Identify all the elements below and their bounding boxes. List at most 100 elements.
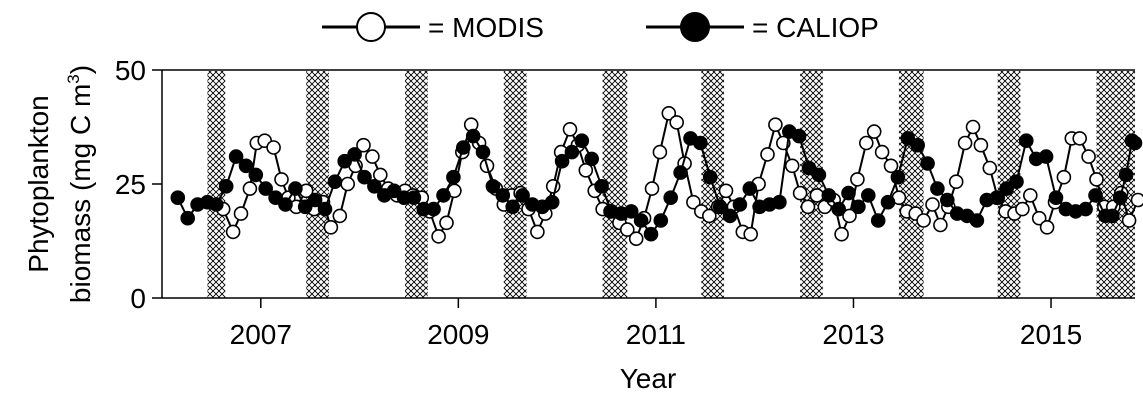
modis-point <box>926 198 939 211</box>
caliop-point <box>427 203 440 216</box>
x-ticks: 2007 2009 2011 2013 2015 <box>230 298 1083 350</box>
caliop-point <box>1089 189 1102 202</box>
modis-point <box>876 146 889 159</box>
caliop-point <box>319 203 332 216</box>
x-tick-label: 2009 <box>427 319 489 350</box>
x-tick-label: 2007 <box>230 319 292 350</box>
caliop-point <box>674 166 687 179</box>
caliop-point <box>220 180 233 193</box>
caliop-point <box>793 130 806 143</box>
modis-point <box>333 209 346 222</box>
caliop-point <box>546 196 559 209</box>
modis-point <box>267 141 280 154</box>
y-tick-label: 0 <box>130 283 146 314</box>
caliop-point <box>171 191 184 204</box>
modis-point <box>1016 203 1029 216</box>
x-tick-label: 2011 <box>626 319 686 350</box>
caliop-point <box>941 194 954 207</box>
caliop-point <box>348 148 361 161</box>
caliop-point <box>1106 209 1119 222</box>
modis-point <box>653 146 666 159</box>
modis-point <box>868 125 881 138</box>
caliop-point <box>467 130 480 143</box>
y-tick-label: 25 <box>115 169 146 200</box>
legend-caliop-label: = CALIOP <box>752 12 879 43</box>
modis-point <box>366 150 379 163</box>
modis-point <box>1132 194 1143 207</box>
y-axis-title-line1: Phytoplankton <box>23 95 54 272</box>
x-axis-title: Year <box>620 363 677 394</box>
caliop-point <box>654 214 667 227</box>
caliop-point <box>1120 168 1133 181</box>
modis-point <box>1123 214 1136 227</box>
caliop-point <box>872 214 885 227</box>
caliop-point <box>645 228 658 241</box>
modis-point <box>851 173 864 186</box>
caliop-point <box>210 198 223 211</box>
y-axis-title-superscript: 3 <box>64 74 83 83</box>
caliop-point <box>249 168 262 181</box>
caliop-point <box>289 182 302 195</box>
caliop-point <box>891 171 904 184</box>
caliop-point <box>911 139 924 152</box>
caliop-point <box>181 212 194 225</box>
caliop-point <box>1020 134 1033 147</box>
y-ticks: 0 25 50 <box>115 55 162 314</box>
caliop-point <box>1114 191 1127 204</box>
shaded-period-3 <box>504 71 527 298</box>
y-axis-title-close: ) <box>65 65 96 74</box>
modis-point <box>1082 150 1095 163</box>
modis-point <box>959 137 972 150</box>
caliop-point <box>882 196 895 209</box>
modis-point <box>802 200 815 213</box>
modis-point <box>860 137 873 150</box>
caliop-point <box>852 200 865 213</box>
caliop-point <box>565 146 578 159</box>
caliop-point <box>328 175 341 188</box>
modis-point <box>235 207 248 220</box>
shaded-period-6 <box>800 71 823 298</box>
x-tick-label: 2013 <box>822 319 884 350</box>
modis-point <box>243 182 256 195</box>
x-tick-label: 2015 <box>1020 319 1082 350</box>
modis-point <box>630 232 643 245</box>
caliop-point <box>1040 150 1053 163</box>
caliop-point <box>724 209 737 222</box>
caliop-point <box>279 198 292 211</box>
modis-point <box>1041 221 1054 234</box>
modis-point <box>769 118 782 131</box>
modis-point <box>432 230 445 243</box>
modis-point <box>761 148 774 161</box>
modis-point <box>440 216 453 229</box>
caliop-point <box>832 203 845 216</box>
caliop-point <box>496 189 509 202</box>
modis-point <box>934 219 947 232</box>
modis-point <box>275 173 288 186</box>
modis-point <box>646 182 659 195</box>
caliop-point <box>773 196 786 209</box>
y-axis-title-main: biomass (mg C m <box>65 84 96 303</box>
modis-point <box>786 159 799 172</box>
modis-point <box>967 121 980 134</box>
modis-point <box>835 228 848 241</box>
caliop-point <box>733 198 746 211</box>
caliop-point <box>694 137 707 150</box>
modis-point <box>950 175 963 188</box>
modis-point <box>670 116 683 129</box>
modis-point <box>720 184 733 197</box>
caliop-point <box>1079 203 1092 216</box>
modis-point <box>974 139 987 152</box>
caliop-point <box>595 180 608 193</box>
modis-point <box>1057 171 1070 184</box>
modis-point <box>564 123 577 136</box>
caliop-point <box>1010 175 1023 188</box>
caliop-point <box>664 191 677 204</box>
legend-modis-marker <box>357 13 385 41</box>
caliop-point <box>506 200 519 213</box>
caliop-point <box>585 152 598 165</box>
modis-point <box>324 221 337 234</box>
y-tick-label: 50 <box>115 55 146 86</box>
modis-point <box>1024 189 1037 202</box>
